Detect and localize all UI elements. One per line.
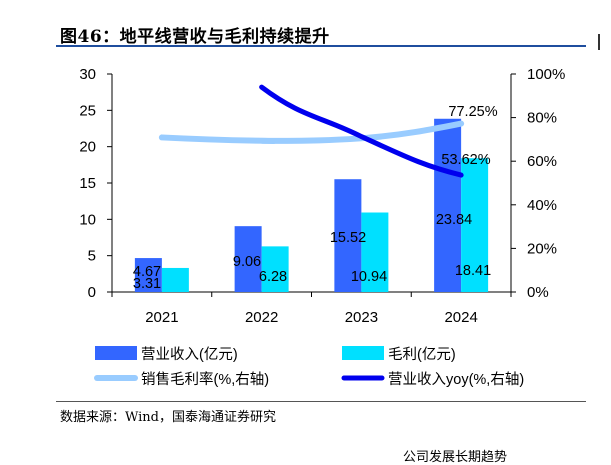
revenue-yoy-line xyxy=(259,84,464,178)
left-tick-label: 10 xyxy=(79,211,96,228)
data-label-revenue: 15.52 xyxy=(330,230,366,246)
data-label-revenue: 23.84 xyxy=(436,212,472,228)
chart: 0 5 10 15 20 25 30 0% 20% 40% 60% 80% 100% 2021 2022 20… xyxy=(79,66,565,388)
gross-margin-line xyxy=(158,120,465,144)
data-label-gross-profit: 10.94 xyxy=(351,269,387,285)
legend-label-revenue: 营业收入(亿元) xyxy=(141,346,238,363)
data-label-gross-margin: 77.25% xyxy=(448,104,497,120)
bar-gross-profit-2021 xyxy=(161,267,189,292)
bar-gross-profit-2023 xyxy=(361,212,389,292)
left-tick-label: 15 xyxy=(79,175,96,192)
right-tick-label: 0% xyxy=(527,284,549,301)
legend-label-gross-margin: 销售毛利率(%,右轴) xyxy=(141,371,269,388)
bar-revenue-2022 xyxy=(234,226,262,292)
bar-revenue-2023 xyxy=(334,179,362,292)
x-tick-label: 2023 xyxy=(345,309,378,326)
figure-title: 图46：地平线营收与毛利持续提升 xyxy=(60,27,330,47)
x-tick-label: 2022 xyxy=(245,309,278,326)
left-tick-label: 20 xyxy=(79,139,96,156)
title-rule xyxy=(56,45,586,47)
left-tick-label: 0 xyxy=(88,284,96,301)
data-label-revenue: 4.67 xyxy=(133,264,161,280)
data-label-revenue: 9.06 xyxy=(233,254,261,270)
legend-swatch-revenue xyxy=(95,346,137,360)
x-tick-label: 2024 xyxy=(444,309,477,326)
right-tick-label: 80% xyxy=(527,110,557,127)
right-tick-label: 40% xyxy=(527,197,557,214)
left-tick-label: 30 xyxy=(79,66,96,83)
bar-revenue-2024 xyxy=(434,118,462,292)
left-tick-label: 5 xyxy=(88,248,96,265)
data-label-revenue-yoy: 53.62% xyxy=(441,152,490,168)
legend-swatch-gross-profit xyxy=(342,346,384,360)
source-rule xyxy=(56,401,586,402)
right-tick-label: 20% xyxy=(527,240,557,257)
next-section-heading-fragment: 公司发展长期趋势 xyxy=(403,450,508,465)
bar-gross-profit-2024 xyxy=(461,158,489,292)
bar-revenue-2021 xyxy=(134,258,162,292)
legend-label-gross-profit: 毛利(亿元) xyxy=(388,346,456,363)
adjacent-figure-edge xyxy=(598,34,611,50)
right-tick-label: 100% xyxy=(527,66,565,83)
right-tick-label: 60% xyxy=(527,153,557,170)
data-label-gross-profit: 18.41 xyxy=(455,263,491,279)
source-note: 数据来源：Wind，国泰海通证券研究 xyxy=(60,410,276,425)
bar-gross-profit-2022 xyxy=(261,246,289,292)
left-tick-label: 25 xyxy=(79,102,96,119)
legend-label-revenue-yoy: 营业收入yoy(%,右轴) xyxy=(388,371,524,388)
x-tick-label: 2021 xyxy=(145,309,178,326)
data-label-gross-profit: 6.28 xyxy=(259,269,287,285)
data-label-gross-profit: 3.31 xyxy=(133,276,161,292)
